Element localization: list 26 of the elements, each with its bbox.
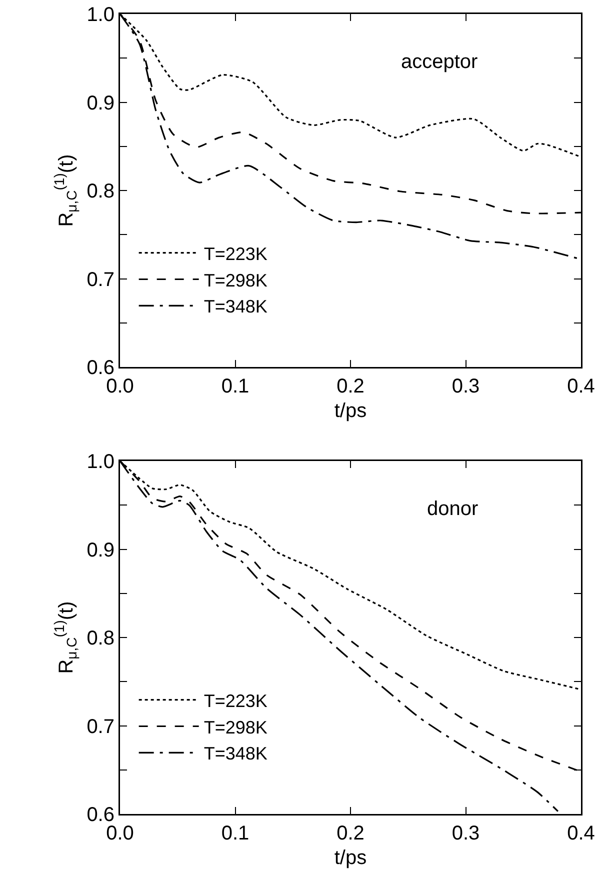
legend-label: T=223K — [204, 244, 268, 264]
x-tick-label: 0.3 — [452, 376, 480, 398]
x-tick-label: 0.1 — [221, 822, 250, 844]
legend-label: T=298K — [204, 270, 268, 290]
y-tick-label: 0.9 — [86, 92, 114, 114]
x-tick-label: 0.1 — [221, 376, 250, 398]
legend-label: T=348K — [204, 744, 268, 764]
y-tick-label: 0.9 — [86, 539, 114, 562]
x-tick-label: 0.4 — [567, 822, 595, 844]
y-tick-label: 0.8 — [86, 180, 114, 202]
x-tick-label: 0.2 — [336, 376, 364, 398]
x-axis-title: t/ps — [334, 846, 367, 869]
y-tick-label: 0.7 — [86, 716, 114, 738]
legend-label: T=348K — [204, 296, 268, 317]
legend-label: T=223K — [204, 690, 268, 711]
legend-label: T=298K — [204, 717, 268, 738]
y-tick-label: 0.7 — [86, 268, 114, 291]
x-tick-label: 0.4 — [567, 376, 595, 398]
annotation: donor — [427, 498, 478, 520]
annotation: acceptor — [401, 51, 478, 73]
y-tick-label: 1.0 — [86, 451, 114, 473]
y-tick-label: 0.8 — [86, 628, 114, 650]
y-tick-label: 1.0 — [86, 4, 114, 26]
x-tick-label: 0.3 — [452, 822, 480, 844]
x-axis-title: t/ps — [334, 400, 367, 422]
x-tick-label: 0.2 — [336, 822, 364, 844]
